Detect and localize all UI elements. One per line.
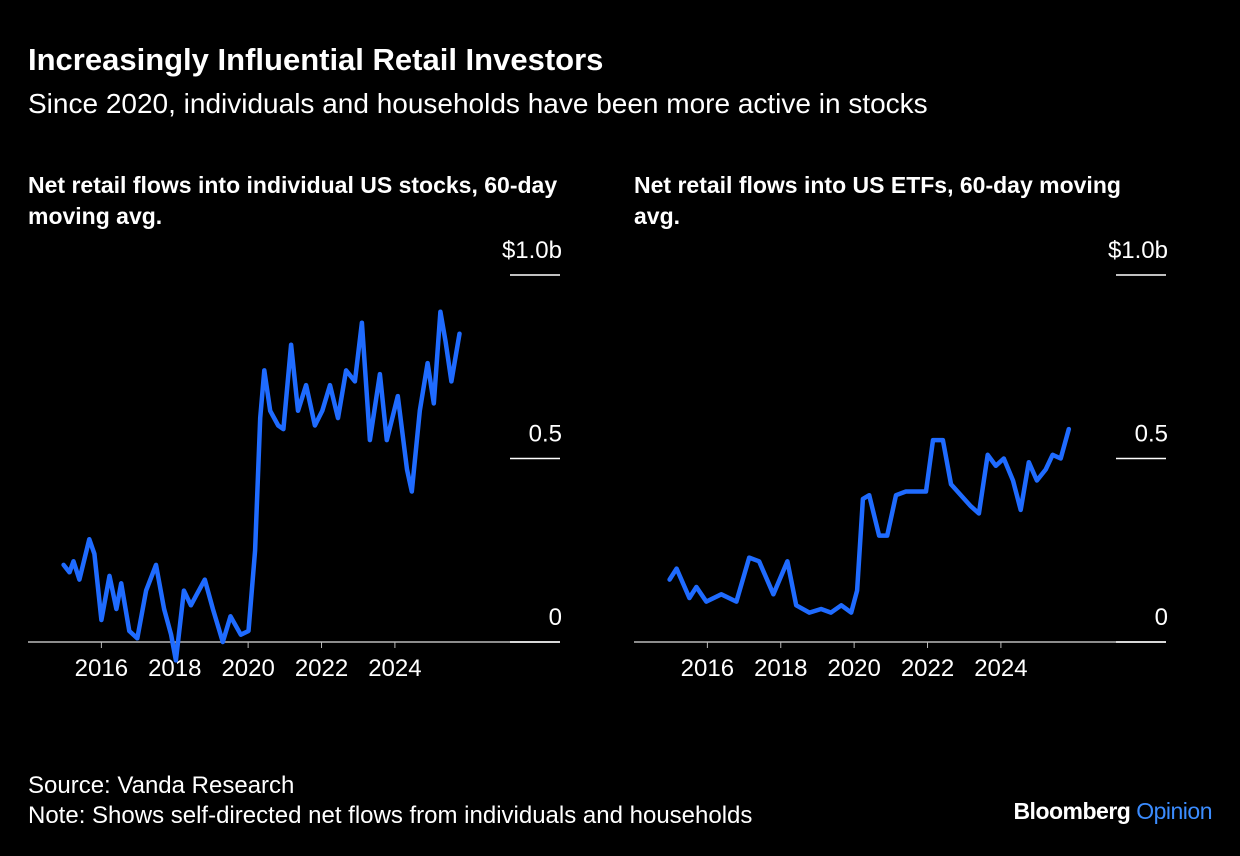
x-tick-label: 2020 [221, 655, 274, 682]
x-tick-label: 2020 [827, 655, 880, 682]
brand: Bloomberg Opinion [1013, 798, 1212, 825]
data-line [61, 309, 462, 663]
note: Note: Shows self-directed net flows from… [28, 802, 753, 829]
page-title: Increasingly Influential Retail Investor… [28, 42, 604, 77]
y-tick-label: $1.0b [1108, 237, 1168, 264]
page-subtitle: Since 2020, individuals and households h… [28, 88, 928, 119]
x-tick-label: 2022 [295, 655, 348, 682]
x-tick-label: 2024 [368, 655, 421, 682]
x-tick-label: 2022 [901, 655, 954, 682]
brand-name: Bloomberg [1013, 798, 1131, 824]
x-tick-label: 2016 [75, 655, 128, 682]
data-line [667, 426, 1072, 615]
source: Source: Vanda Research [28, 772, 295, 799]
chart-title: Net retail flows into US ETFs, 60-day mo… [634, 172, 1121, 229]
x-tick-label: 2018 [754, 655, 807, 682]
x-tick-label: 2024 [974, 655, 1027, 682]
chart-title: Net retail flows into individual US stoc… [28, 172, 558, 229]
brand-section: Opinion [1136, 798, 1212, 824]
y-tick-label: 0.5 [529, 421, 562, 448]
y-tick-label: 0 [549, 604, 562, 631]
y-tick-label: $1.0b [502, 237, 562, 264]
x-tick-label: 2016 [681, 655, 734, 682]
y-tick-label: 0 [1155, 604, 1168, 631]
y-tick-label: 0.5 [1135, 421, 1168, 448]
